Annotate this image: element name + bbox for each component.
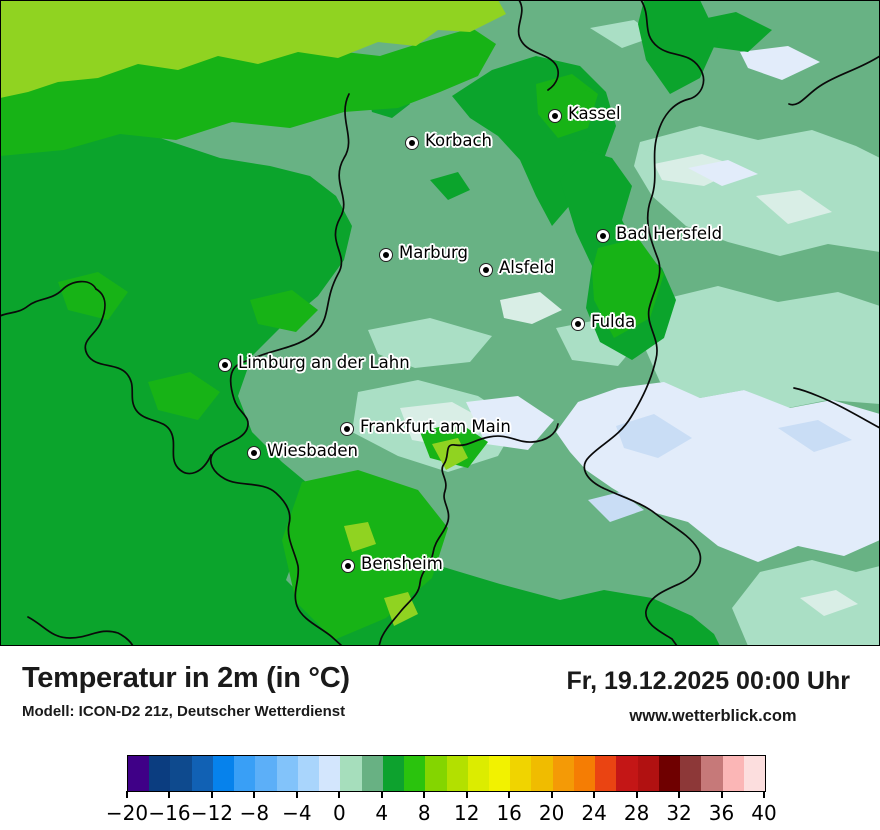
colorbar-segment (488, 756, 511, 791)
state-borders (0, 0, 880, 646)
colorbar-tick (550, 791, 553, 798)
map-footer: Temperatur in 2m (in °C) Modell: ICON-D2… (0, 646, 880, 830)
colorbar-tick (253, 791, 256, 798)
colorbar-segment (234, 756, 256, 791)
colorbar-tick-label: −4 (282, 801, 312, 825)
colorbar-segment (510, 756, 532, 791)
colorbar-segment (722, 756, 744, 791)
colorbar-segment (361, 756, 383, 791)
colorbar-segment (340, 756, 362, 791)
colorbar-segment (191, 756, 213, 791)
colorbar-segment (573, 756, 596, 791)
colorbar-segment (743, 756, 766, 791)
colorbar-segment (531, 756, 553, 791)
colorbar-tick (508, 791, 511, 798)
colorbar-tick (168, 791, 171, 798)
colorbar-tick-label: 36 (708, 801, 735, 825)
colorbar-segment (595, 756, 617, 791)
colorbar-segment (170, 756, 192, 791)
temperature-colorbar (127, 755, 766, 792)
colorbar-segment (552, 756, 574, 791)
colorbar-segment (382, 756, 405, 791)
colorbar-tick (380, 791, 383, 798)
colorbar-segment (212, 756, 235, 791)
colorbar-tick (338, 791, 341, 798)
colorbar-segment (128, 756, 150, 791)
colorbar-segment (701, 756, 723, 791)
model-info: Modell: ICON-D2 21z, Deutscher Wetterdie… (22, 703, 346, 720)
colorbar-tick (126, 791, 128, 798)
colorbar-segment (637, 756, 659, 791)
colorbar-segment (467, 756, 489, 791)
colorbar-segment (658, 756, 681, 791)
colorbar-tick-labels: −20 −16 −12 −8 −4 0 4 8 12 16 20 24 28 32 36 40 (106, 801, 777, 827)
colorbar-tick-label: −8 (239, 801, 270, 825)
colorbar-segment (680, 756, 702, 791)
colorbar-segment (276, 756, 298, 791)
colorbar-tick (635, 791, 638, 798)
colorbar-tick-label: −16 (148, 801, 191, 825)
colorbar-segment (404, 756, 426, 791)
colorbar-tick (295, 791, 298, 798)
colorbar-segment (149, 756, 171, 791)
colorbar-segment (297, 756, 320, 791)
colorbar-tick (423, 791, 426, 798)
temperature-map-graphic (0, 0, 880, 646)
colorbar-segment (425, 756, 447, 791)
colorbar-tick-label: −20 (105, 801, 149, 825)
colorbar-ticks (126, 791, 765, 799)
colorbar-tick-label: 28 (623, 801, 650, 825)
colorbar-segment (255, 756, 277, 791)
page-title: Temperatur in 2m (in °C) (22, 662, 350, 694)
colorbar-tick-label: 4 (375, 801, 389, 825)
colorbar-tick-label: 12 (453, 801, 480, 825)
colorbar-segment (319, 756, 341, 791)
colorbar-tick (678, 791, 681, 798)
colorbar-tick-label: 32 (666, 801, 692, 825)
colorbar-segment (616, 756, 638, 791)
website-label: www.wetterblick.com (629, 707, 797, 725)
colorbar-tick-label: 8 (417, 801, 431, 825)
colorbar-tick-label: −12 (190, 801, 234, 825)
colorbar-tick-label: 40 (751, 801, 777, 825)
colorbar-tick (720, 791, 723, 798)
colorbar-tick-label: 24 (581, 801, 607, 825)
colorbar-tick-label: 20 (538, 801, 565, 825)
colorbar-tick-label: 0 (332, 801, 346, 825)
colorbar-tick (593, 791, 596, 798)
colorbar-segment (446, 756, 468, 791)
colorbar-tick (763, 791, 765, 798)
temperature-map: Kassel Korbach Bad Hersfeld Marburg Alsfeld F… (0, 0, 880, 646)
forecast-datetime: Fr, 19.12.2025 00:00 Uhr (566, 667, 850, 695)
colorbar-tick (210, 791, 213, 798)
colorbar-tick-label: 16 (496, 801, 522, 825)
colorbar-tick (465, 791, 468, 798)
